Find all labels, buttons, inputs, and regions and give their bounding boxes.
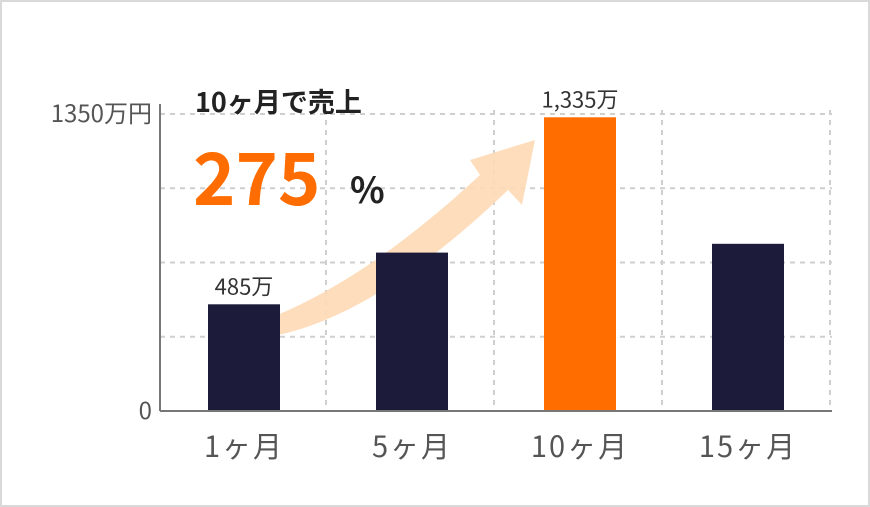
y-tick-label: 1350万円 xyxy=(51,94,152,129)
x-tick-label: 15ヶ月 xyxy=(699,424,797,466)
y-tick-label: 0 xyxy=(139,391,152,426)
x-tick-label: 5ヶ月 xyxy=(372,424,452,466)
bar xyxy=(376,252,448,411)
value-label: 1,335万 xyxy=(542,82,619,114)
value-label: 485万 xyxy=(215,269,274,301)
annotation-unit: % xyxy=(350,162,385,214)
growth-arrow xyxy=(270,140,535,335)
x-tick-label: 1ヶ月 xyxy=(204,424,284,466)
marks: 1ヶ月 485万 5ヶ月 10ヶ月 1,335万 15ヶ月 xyxy=(159,82,832,466)
bar xyxy=(712,243,784,411)
annotation-text: 10ヶ月で売上 xyxy=(195,81,362,120)
bar xyxy=(544,117,616,412)
annotation-number: 275 xyxy=(193,121,320,226)
bar xyxy=(208,304,280,411)
x-tick-label: 10ヶ月 xyxy=(531,424,629,466)
